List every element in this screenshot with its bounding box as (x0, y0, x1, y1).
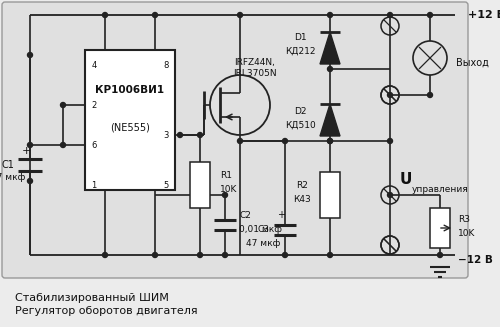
Text: 1: 1 (92, 181, 96, 190)
Circle shape (388, 139, 392, 144)
Text: +: + (22, 146, 30, 156)
Circle shape (222, 252, 228, 257)
Circle shape (388, 93, 392, 97)
Bar (430, 208, 450, 248)
Circle shape (238, 139, 242, 144)
Text: 8: 8 (164, 60, 168, 70)
Circle shape (282, 252, 288, 257)
Text: 6: 6 (92, 141, 96, 149)
Bar (85, 50, 175, 190)
Text: 5: 5 (164, 181, 168, 190)
Text: 10K: 10K (458, 229, 475, 237)
Text: КР1006ВИ1: КР1006ВИ1 (96, 85, 164, 95)
Text: 0,01 мкф: 0,01 мкф (239, 226, 282, 234)
Circle shape (28, 143, 32, 147)
Text: Выход: Выход (456, 58, 489, 68)
Text: Стабилизированный ШИМ: Стабилизированный ШИМ (15, 293, 169, 303)
Circle shape (328, 139, 332, 144)
Text: 4: 4 (92, 60, 96, 70)
Text: управления: управления (412, 184, 469, 194)
FancyBboxPatch shape (2, 2, 468, 278)
Circle shape (438, 252, 442, 257)
Text: 3: 3 (164, 130, 168, 140)
Circle shape (28, 53, 32, 58)
Text: C3: C3 (257, 226, 269, 234)
Text: D1: D1 (294, 33, 306, 43)
Text: −12 В: −12 В (458, 255, 493, 265)
Bar (190, 162, 210, 208)
Text: 10K: 10K (220, 185, 238, 195)
Text: К43: К43 (293, 196, 311, 204)
Circle shape (282, 139, 288, 144)
Circle shape (102, 12, 108, 18)
Circle shape (152, 252, 158, 257)
Text: C1: C1 (2, 160, 15, 170)
Text: IRFZ44N,: IRFZ44N, (234, 59, 276, 67)
Text: 47 мкф: 47 мкф (0, 174, 25, 182)
Circle shape (28, 179, 32, 183)
Circle shape (328, 12, 332, 18)
Text: C2: C2 (239, 211, 251, 219)
Circle shape (60, 102, 66, 108)
Circle shape (238, 12, 242, 18)
Bar (320, 172, 340, 218)
Circle shape (222, 193, 228, 198)
Text: 47 мкф: 47 мкф (246, 238, 280, 248)
Circle shape (328, 252, 332, 257)
Circle shape (102, 252, 108, 257)
Circle shape (198, 132, 202, 137)
Text: +: + (277, 210, 285, 220)
Polygon shape (320, 32, 340, 64)
Text: 2: 2 (92, 100, 96, 110)
Text: Регулятор оборотов двигателя: Регулятор оборотов двигателя (15, 306, 198, 316)
Circle shape (60, 143, 66, 147)
Text: D2: D2 (294, 108, 306, 116)
Text: КД510: КД510 (284, 121, 316, 129)
Circle shape (388, 12, 392, 18)
Circle shape (428, 93, 432, 97)
Text: R2: R2 (296, 181, 308, 191)
Circle shape (178, 132, 182, 137)
Circle shape (328, 139, 332, 144)
Circle shape (152, 12, 158, 18)
Text: (NE555): (NE555) (110, 123, 150, 133)
Polygon shape (320, 104, 340, 136)
Text: +12 В: +12 В (468, 10, 500, 20)
Circle shape (328, 66, 332, 72)
Circle shape (428, 12, 432, 18)
Text: КД212: КД212 (285, 46, 316, 56)
Circle shape (198, 252, 202, 257)
Text: U: U (400, 173, 412, 187)
Text: R3: R3 (458, 215, 470, 223)
Text: R1: R1 (220, 171, 232, 181)
Circle shape (388, 193, 392, 198)
Text: IRL3705N: IRL3705N (233, 68, 277, 77)
